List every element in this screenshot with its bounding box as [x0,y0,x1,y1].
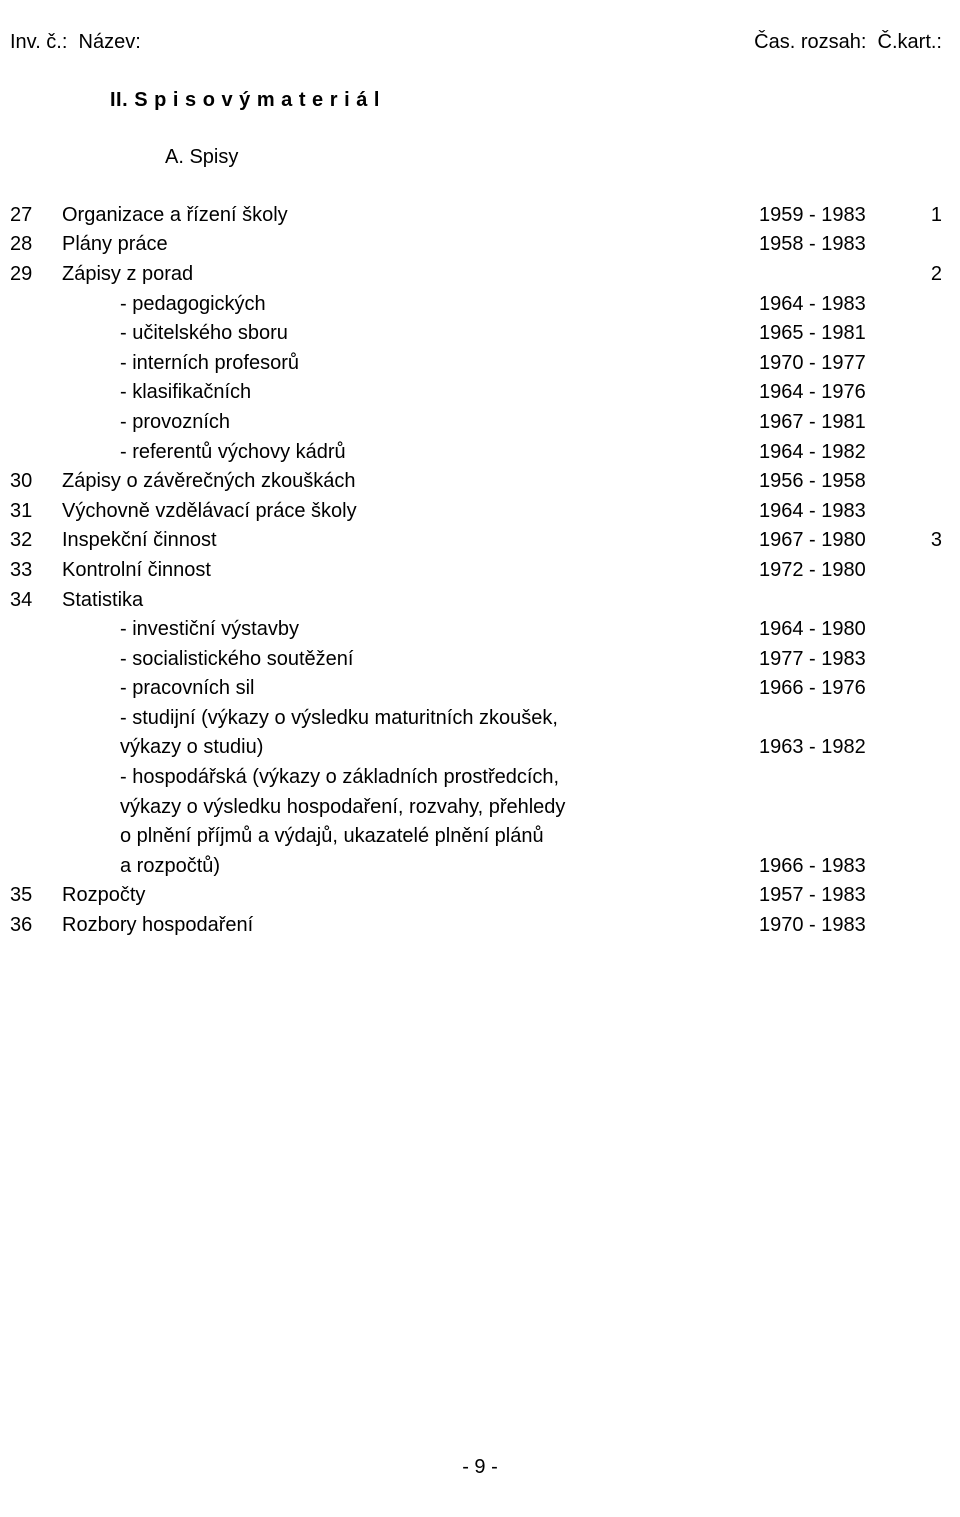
list-row: 36Rozbory hospodaření1970 - 1983 [10,911,942,941]
row-range: 1966 - 1976 [759,674,914,704]
header-row: Inv. č.: Název: Čas. rozsah: Č.kart.: [10,28,942,58]
list-row: - hospodářská (výkazy o základních prost… [10,763,942,793]
row-label: o plnění příjmů a výdajů, ukazatelé plně… [62,822,759,852]
row-number: 32 [10,526,62,556]
subsection-title: A. Spisy [165,143,942,173]
row-range: 1967 - 1980 [759,526,914,556]
page: Inv. č.: Název: Čas. rozsah: Č.kart.: II… [0,0,960,941]
list-row: o plnění příjmů a výdajů, ukazatelé plně… [10,822,942,852]
row-label: Organizace a řízení školy [62,201,759,231]
list-row: - interních profesorů1970 - 1977 [10,349,942,379]
list-row: výkazy o výsledku hospodaření, rozvahy, … [10,793,942,823]
row-range: 1964 - 1976 [759,378,914,408]
row-label: Rozbory hospodaření [62,911,759,941]
row-label: Výchovně vzdělávací práce školy [62,497,759,527]
row-number: 36 [10,911,62,941]
row-range: 1970 - 1983 [759,911,914,941]
row-label: - socialistického soutěžení [62,645,759,675]
list-row: 32Inspekční činnost1967 - 19803 [10,526,942,556]
row-range: 1964 - 1980 [759,615,914,645]
row-label: - pracovních sil [62,674,759,704]
row-label: výkazy o studiu) [62,733,759,763]
list-row: - socialistického soutěžení1977 - 1983 [10,645,942,675]
list-row: 30Zápisy o závěrečných zkouškách1956 - 1… [10,467,942,497]
row-range: 1963 - 1982 [759,733,914,763]
list-row: - referentů výchovy kádrů1964 - 1982 [10,438,942,468]
row-range: 1972 - 1980 [759,556,914,586]
list-row: - studijní (výkazy o výsledku maturitníc… [10,704,942,734]
row-kart: 2 [914,260,942,290]
list-row: - provozních1967 - 1981 [10,408,942,438]
row-range: 1964 - 1983 [759,497,914,527]
row-number: 34 [10,586,62,616]
row-kart: 3 [914,526,942,556]
list-row: výkazy o studiu)1963 - 1982 [10,733,942,763]
row-number: 30 [10,467,62,497]
row-label: Inspekční činnost [62,526,759,556]
list-row: 34Statistika [10,586,942,616]
list-row: 35Rozpočty1957 - 1983 [10,881,942,911]
row-range: 1967 - 1981 [759,408,914,438]
row-label: a rozpočtů) [62,852,759,882]
row-label: Plány práce [62,230,759,260]
row-number: 35 [10,881,62,911]
row-range: 1966 - 1983 [759,852,914,882]
list-row: - pracovních sil1966 - 1976 [10,674,942,704]
row-label: - učitelského sboru [62,319,759,349]
list-row: 29Zápisy z porad 2 [10,260,942,290]
row-label: - provozních [62,408,759,438]
row-range: 1959 - 1983 [759,201,914,231]
list-row: - klasifikačních1964 - 1976 [10,378,942,408]
row-label: - klasifikačních [62,378,759,408]
list-row: 28Plány práce1958 - 1983 [10,230,942,260]
list-row: 27Organizace a řízení školy1959 - 19831 [10,201,942,231]
row-label: - investiční výstavby [62,615,759,645]
row-label: Zápisy o závěrečných zkouškách [62,467,759,497]
row-range: 1977 - 1983 [759,645,914,675]
row-label: - interních profesorů [62,349,759,379]
row-label: - pedagogických [62,290,759,320]
row-label: - referentů výchovy kádrů [62,438,759,468]
row-label: výkazy o výsledku hospodaření, rozvahy, … [62,793,759,823]
row-number: 27 [10,201,62,231]
list-row: 33Kontrolní činnost1972 - 1980 [10,556,942,586]
list-row: - pedagogických1964 - 1983 [10,290,942,320]
row-range: 1964 - 1983 [759,290,914,320]
list-row: - investiční výstavby1964 - 1980 [10,615,942,645]
row-number: 31 [10,497,62,527]
header-left: Inv. č.: Název: [10,28,141,58]
row-range: 1956 - 1958 [759,467,914,497]
row-range: 1964 - 1982 [759,438,914,468]
list-row: - učitelského sboru1965 - 1981 [10,319,942,349]
row-label: Zápisy z porad [62,260,759,290]
row-range: 1965 - 1981 [759,319,914,349]
page-footer: - 9 - [0,1453,960,1483]
rows-container: 27Organizace a řízení školy1959 - 198312… [10,201,942,941]
row-label: - hospodářská (výkazy o základních prost… [62,763,759,793]
row-range: 1957 - 1983 [759,881,914,911]
row-label: Kontrolní činnost [62,556,759,586]
section-title: II. S p i s o v ý m a t e r i á l [110,86,942,116]
row-kart: 1 [914,201,942,231]
row-label: - studijní (výkazy o výsledku maturitníc… [62,704,759,734]
row-number: 28 [10,230,62,260]
header-right: Čas. rozsah: Č.kart.: [754,28,942,58]
row-range: 1958 - 1983 [759,230,914,260]
row-label: Rozpočty [62,881,759,911]
row-label: Statistika [62,586,759,616]
row-number: 33 [10,556,62,586]
row-number: 29 [10,260,62,290]
list-row: a rozpočtů)1966 - 1983 [10,852,942,882]
row-range: 1970 - 1977 [759,349,914,379]
list-row: 31Výchovně vzdělávací práce školy1964 - … [10,497,942,527]
